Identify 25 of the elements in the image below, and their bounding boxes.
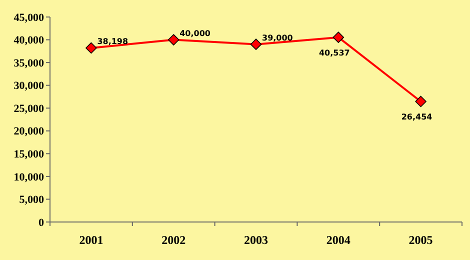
data-label: 40,537	[318, 48, 350, 58]
x-tick-label: 2003	[244, 233, 268, 247]
y-tick-label: 30,000	[14, 80, 44, 92]
data-label: 40,000	[180, 28, 211, 38]
point	[86, 42, 97, 54]
y-tick-label: 40,000	[14, 34, 44, 47]
y-tick-label: 35,000	[14, 57, 44, 70]
data-label: 26,454	[401, 112, 433, 122]
y-tick-label: 0	[38, 216, 44, 229]
point	[168, 34, 180, 46]
data-label: 38,198	[97, 36, 129, 46]
point	[250, 38, 262, 50]
y-tick-label: 15,000	[14, 148, 44, 161]
point	[415, 96, 426, 108]
y-tick-label: 5,000	[19, 194, 44, 206]
x-tick-label: 2002	[162, 233, 186, 247]
data-label: 39,000	[262, 33, 294, 42]
x-tick-label: 2004	[326, 233, 350, 247]
y-tick-label: 25,000	[14, 102, 44, 115]
y-tick-label: 45,000	[14, 12, 44, 24]
x-tick-label: 2005	[408, 233, 433, 247]
y-tick-label: 10,000	[14, 171, 44, 184]
x-tick-label: 2001	[79, 233, 104, 247]
point	[332, 32, 344, 43]
y-tick-label: 20,000	[14, 126, 44, 138]
